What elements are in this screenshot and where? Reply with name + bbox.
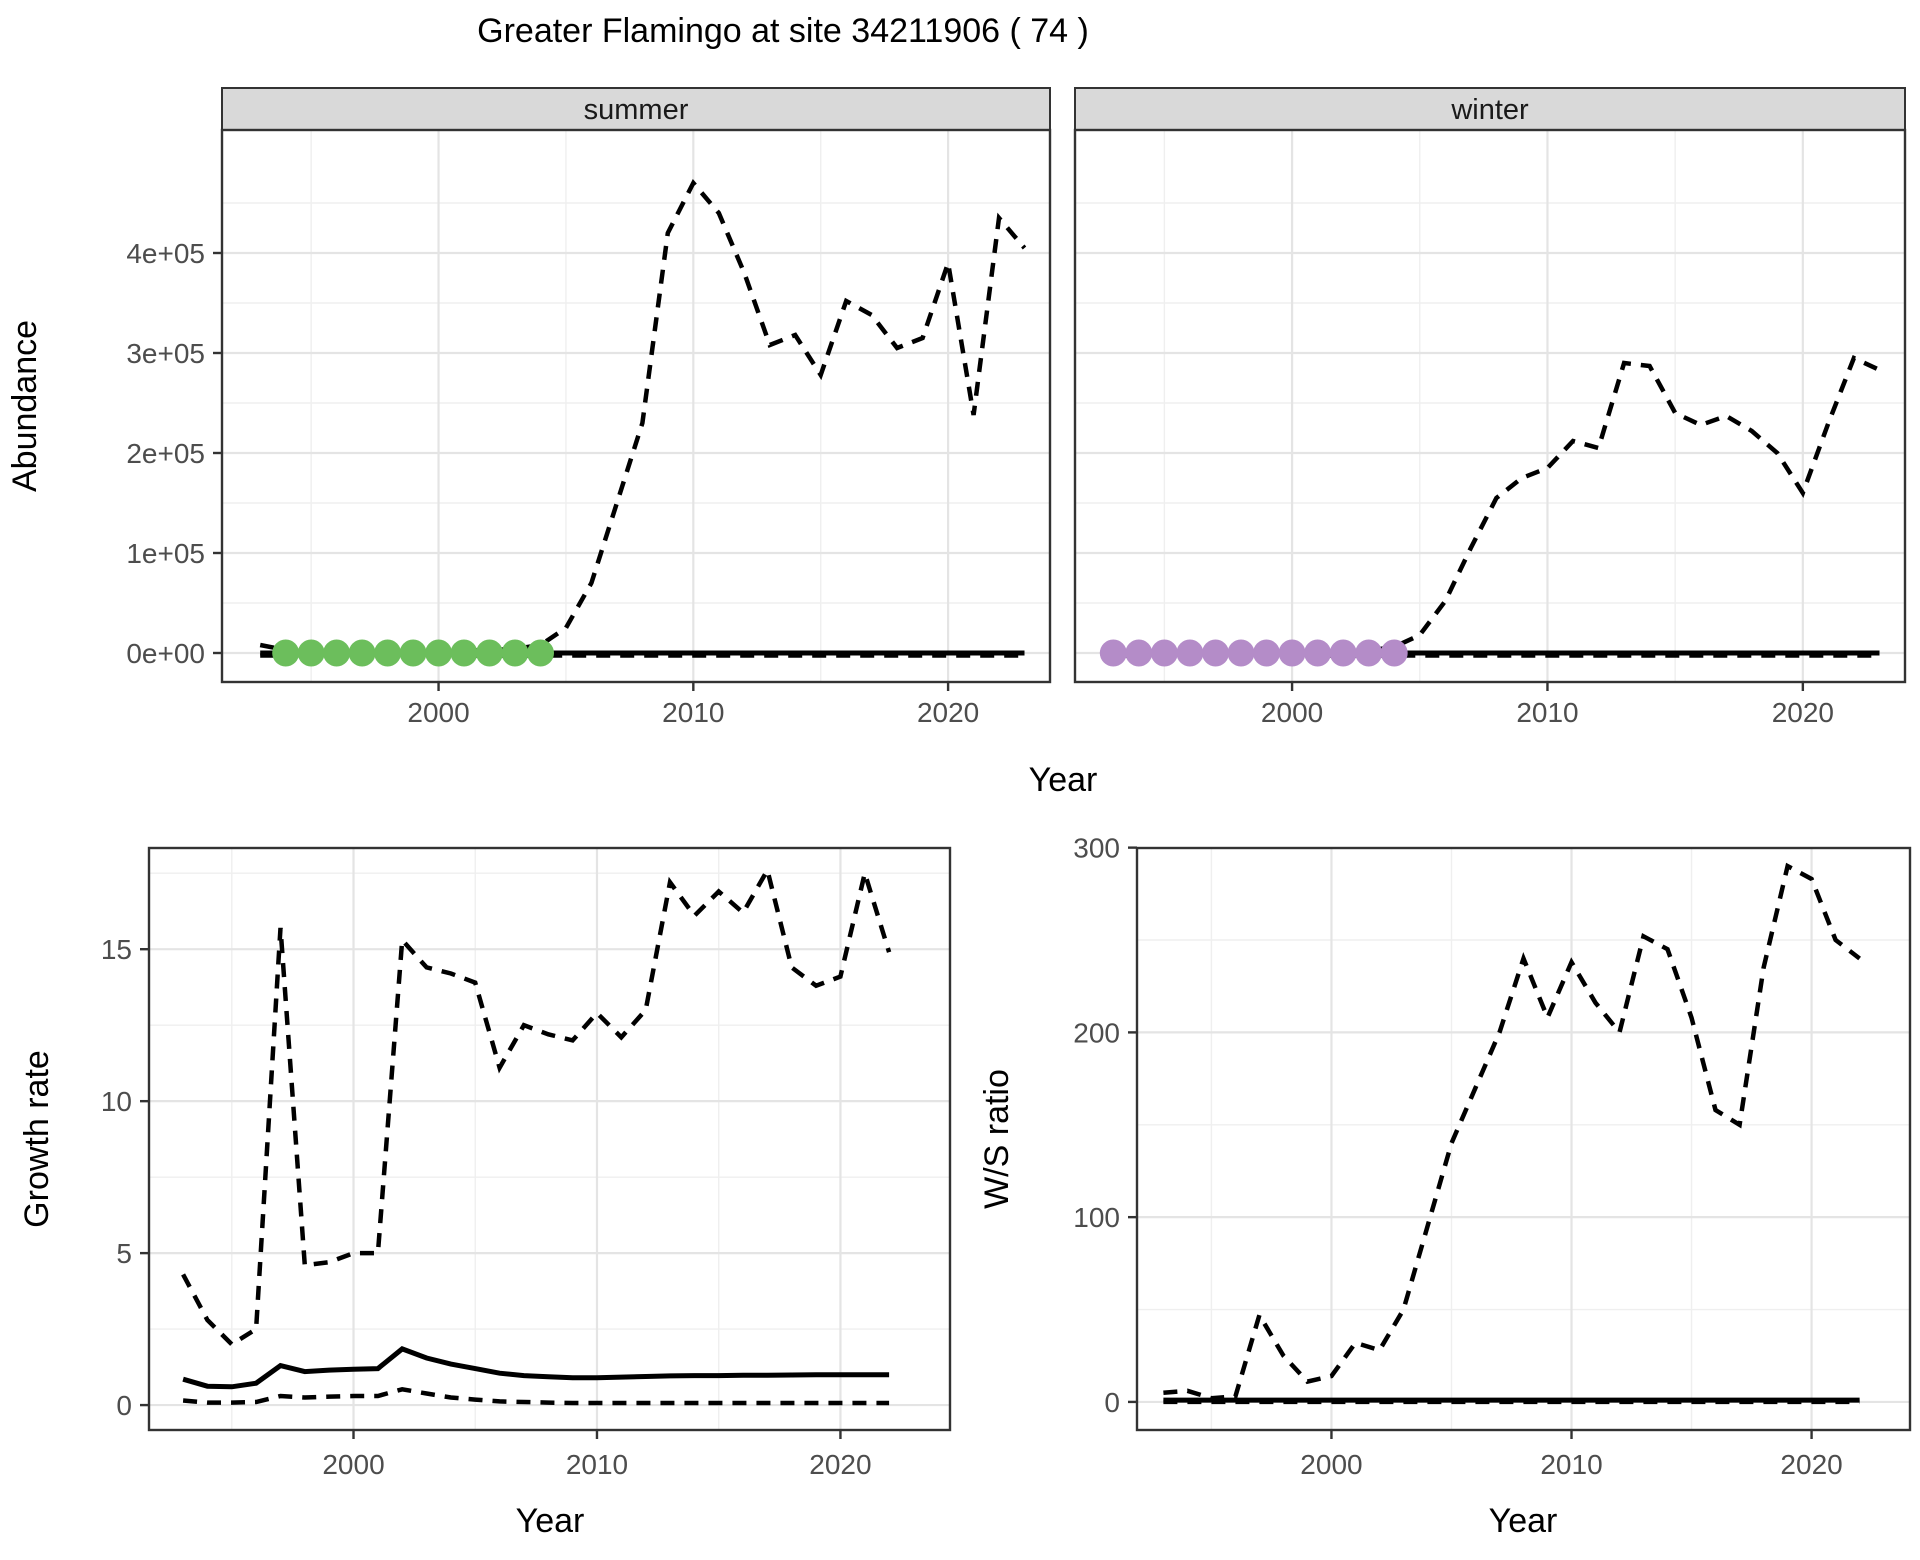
abundance-axis-title: Abundance — [6, 320, 44, 492]
panel-abundance-summer: summer 2000 2010 2020 0e+00 1e+05 2e+05 3e+05 4e… — [126, 87, 1052, 728]
observed-point — [1304, 639, 1332, 667]
observed-point — [272, 639, 300, 667]
y-tick-label: 300 — [1073, 833, 1120, 864]
observed-point — [501, 639, 529, 667]
facet-strip-label: summer — [584, 94, 689, 126]
x-tick-label: 2000 — [1300, 1449, 1362, 1480]
observed-point — [297, 639, 325, 667]
x-tick-label: 2010 — [662, 697, 724, 728]
panel-abundance-winter: winter 2000 2010 2020 — [1073, 87, 1907, 728]
observed-point — [1355, 639, 1383, 667]
observed-point — [1099, 639, 1127, 667]
observed-point — [399, 639, 427, 667]
x-tick-label: 2020 — [1772, 697, 1834, 728]
series-observed-growth-rate — [182, 1346, 890, 1390]
panel-background — [1075, 130, 1905, 682]
y-tick-label: 0e+00 — [126, 638, 205, 669]
observed-point — [374, 639, 402, 667]
y-tick-label: 200 — [1073, 1017, 1120, 1048]
ws-ratio-axis-title: W/S ratio — [978, 1069, 1016, 1209]
year-axis-title-bottom-left: Year — [516, 1502, 585, 1540]
observed-point — [425, 639, 453, 667]
y-tick-label: 1e+05 — [126, 538, 205, 569]
x-tick-label: 2000 — [1261, 697, 1323, 728]
panel-border — [1135, 846, 1912, 1432]
observed-point — [1202, 639, 1229, 667]
facet-strip-label: winter — [1450, 94, 1529, 126]
x-tick-label: 2020 — [1780, 1449, 1842, 1480]
observed-point — [476, 639, 503, 667]
y-tick-label: 4e+05 — [126, 238, 205, 269]
panel-growth-rate: 2000 2010 2020 0 5 10 15 — [101, 846, 952, 1480]
x-tick-label: 2000 — [407, 697, 469, 728]
observed-point — [1329, 639, 1357, 667]
observed-point — [1253, 639, 1280, 667]
panel-background — [1137, 848, 1910, 1430]
figure-title: Greater Flamingo at site 34211906 ( 74 ) — [477, 12, 1089, 50]
observed-point — [323, 639, 351, 667]
year-axis-title-top: Year — [1029, 761, 1098, 799]
observed-point — [348, 639, 376, 667]
x-tick-label: 2020 — [809, 1449, 871, 1480]
observed-point — [450, 639, 478, 667]
panel-background — [222, 130, 1050, 682]
observed-point — [1278, 639, 1306, 667]
observed-point — [1150, 639, 1178, 667]
y-tick-label: 100 — [1073, 1202, 1120, 1233]
x-tick-label: 2010 — [566, 1449, 628, 1480]
x-tick-label: 2010 — [1516, 697, 1578, 728]
y-tick-label: 3e+05 — [126, 338, 205, 369]
panel-border — [1073, 128, 1907, 684]
x-tick-label: 2010 — [1540, 1449, 1602, 1480]
series-modelled-w-s-ratio — [1163, 862, 1861, 1401]
growth-rate-axis-title: Growth rate — [18, 1050, 56, 1228]
x-tick-label: 2000 — [322, 1449, 384, 1480]
observed-point — [527, 639, 554, 667]
y-tick-label: 2e+05 — [126, 438, 205, 469]
panel-border — [147, 846, 952, 1432]
y-tick-label: 0 — [1104, 1387, 1120, 1418]
observed-point — [1176, 639, 1204, 667]
y-tick-label: 15 — [101, 934, 132, 965]
year-axis-title-bottom-right: Year — [1489, 1502, 1558, 1540]
y-tick-label: 5 — [116, 1238, 132, 1269]
observed-point — [1125, 639, 1153, 667]
observed-point — [1380, 639, 1408, 667]
y-tick-label: 10 — [101, 1086, 132, 1117]
panel-ws-ratio: 2000 2010 2020 0 100 200 300 — [1073, 833, 1912, 1480]
panel-border — [220, 128, 1052, 684]
facet-strip — [1074, 87, 1906, 131]
series-modelled-growth-rate-upper — [181, 864, 892, 1348]
observed-point — [1227, 639, 1255, 667]
x-tick-label: 2020 — [917, 697, 979, 728]
panel-background — [149, 848, 950, 1430]
y-tick-label: 0 — [116, 1390, 132, 1421]
